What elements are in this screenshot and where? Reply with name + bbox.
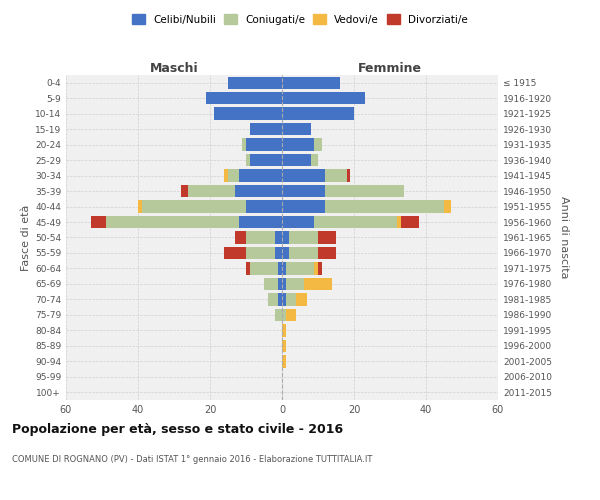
Y-axis label: Anni di nascita: Anni di nascita: [559, 196, 569, 279]
Bar: [282, 76, 340, 89]
Bar: [314, 262, 318, 274]
Bar: [282, 170, 325, 182]
Bar: [282, 185, 325, 198]
Bar: [282, 200, 325, 212]
Y-axis label: Fasce di età: Fasce di età: [21, 204, 31, 270]
Bar: [235, 232, 246, 243]
Bar: [347, 170, 350, 182]
Bar: [289, 232, 318, 243]
Bar: [275, 232, 282, 243]
Bar: [282, 216, 314, 228]
Bar: [282, 247, 289, 259]
Bar: [314, 138, 322, 151]
Bar: [282, 324, 286, 336]
Bar: [228, 170, 239, 182]
Bar: [275, 308, 282, 321]
Bar: [282, 92, 365, 104]
Text: COMUNE DI ROGNANO (PV) - Dati ISTAT 1° gennaio 2016 - Elaborazione TUTTITALIA.IT: COMUNE DI ROGNANO (PV) - Dati ISTAT 1° g…: [12, 455, 373, 464]
Bar: [282, 355, 286, 368]
Bar: [188, 185, 235, 198]
Bar: [304, 278, 332, 290]
Bar: [314, 216, 397, 228]
Bar: [224, 170, 228, 182]
Text: Femmine: Femmine: [358, 62, 422, 75]
Bar: [286, 293, 296, 306]
Bar: [318, 262, 322, 274]
Bar: [282, 262, 286, 274]
Bar: [325, 185, 404, 198]
Legend: Celibi/Nubili, Coniugati/e, Vedovi/e, Divorziati/e: Celibi/Nubili, Coniugati/e, Vedovi/e, Di…: [128, 10, 472, 29]
Bar: [282, 108, 354, 120]
Bar: [286, 262, 314, 274]
Bar: [224, 247, 246, 259]
Bar: [318, 232, 336, 243]
Bar: [250, 154, 282, 166]
Text: Maschi: Maschi: [149, 62, 199, 75]
Bar: [142, 200, 246, 212]
Bar: [228, 76, 282, 89]
Bar: [246, 232, 275, 243]
Bar: [282, 154, 311, 166]
Bar: [268, 293, 278, 306]
Bar: [246, 247, 275, 259]
Bar: [214, 108, 282, 120]
Bar: [325, 170, 347, 182]
Bar: [282, 232, 289, 243]
Bar: [401, 216, 419, 228]
Bar: [318, 247, 336, 259]
Bar: [181, 185, 188, 198]
Bar: [278, 278, 282, 290]
Bar: [250, 262, 278, 274]
Bar: [286, 278, 304, 290]
Bar: [282, 293, 286, 306]
Bar: [282, 278, 286, 290]
Bar: [246, 138, 282, 151]
Bar: [235, 185, 282, 198]
Bar: [242, 138, 246, 151]
Bar: [246, 262, 250, 274]
Bar: [206, 92, 282, 104]
Bar: [246, 200, 282, 212]
Bar: [282, 340, 286, 352]
Bar: [311, 154, 318, 166]
Bar: [246, 154, 250, 166]
Bar: [296, 293, 307, 306]
Bar: [286, 308, 296, 321]
Bar: [289, 247, 318, 259]
Bar: [250, 123, 282, 136]
Bar: [278, 293, 282, 306]
Bar: [106, 216, 239, 228]
Bar: [91, 216, 106, 228]
Bar: [239, 216, 282, 228]
Bar: [397, 216, 401, 228]
Bar: [282, 138, 314, 151]
Bar: [282, 123, 311, 136]
Bar: [325, 200, 444, 212]
Bar: [282, 308, 286, 321]
Bar: [138, 200, 142, 212]
Bar: [264, 278, 278, 290]
Bar: [278, 262, 282, 274]
Bar: [275, 247, 282, 259]
Bar: [444, 200, 451, 212]
Text: Popolazione per età, sesso e stato civile - 2016: Popolazione per età, sesso e stato civil…: [12, 422, 343, 436]
Bar: [239, 170, 282, 182]
